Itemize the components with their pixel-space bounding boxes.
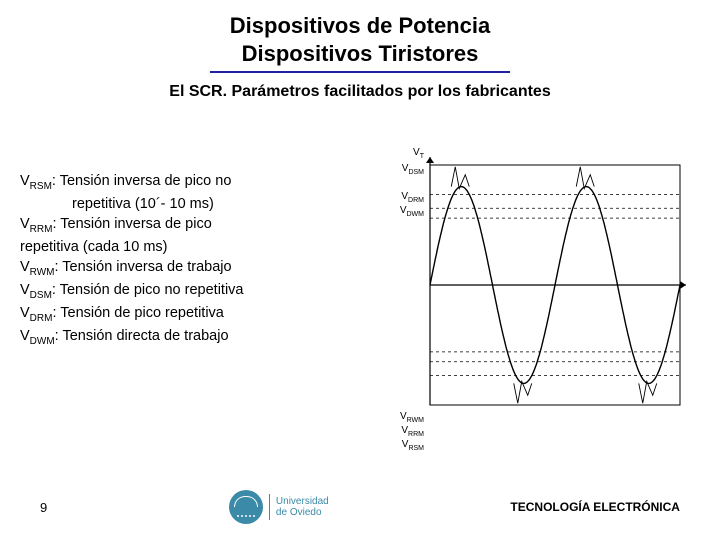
svg-text:VT: VT: [413, 147, 425, 160]
title-underline: [210, 71, 510, 73]
logo-line2: de Oviedo: [276, 507, 329, 518]
logo-text: Universidad de Oviedo: [276, 496, 329, 518]
definition-line: VDSM: Tensión de pico no repetitiva: [20, 280, 360, 303]
definition-cont: repetitiva (cada 10 ms): [20, 237, 360, 257]
logo-icon: [229, 490, 263, 524]
title-line1: Dispositivos de Potencia: [230, 13, 490, 38]
content-row: VRSM: Tensión inversa de pico norepetiti…: [0, 131, 720, 451]
svg-text:VDRM: VDRM: [401, 191, 424, 204]
title-block: Dispositivos de Potencia Dispositivos Ti…: [0, 0, 720, 73]
definition-line: VRSM: Tensión inversa de pico no: [20, 171, 360, 194]
logo-line1: Universidad: [276, 496, 329, 507]
page-title: Dispositivos de Potencia Dispositivos Ti…: [0, 12, 720, 67]
university-logo: Universidad de Oviedo: [229, 490, 329, 524]
chart-area: VT VDSM VDRMVDWM VRWMVRRMVRSM: [360, 131, 700, 451]
subtitle: El SCR. Parámetros facilitados por los f…: [0, 83, 720, 101]
definition-cont: repetitiva (10´- 10 ms): [20, 194, 360, 214]
footer-right: TECNOLOGÍA ELECTRÓNICA: [510, 500, 680, 514]
svg-text:VDSM: VDSM: [402, 163, 424, 176]
svg-text:VRWM: VRWM: [400, 411, 424, 424]
definitions-list: VRSM: Tensión inversa de pico norepetiti…: [20, 131, 360, 451]
svg-text:VRRM: VRRM: [401, 425, 424, 438]
definition-line: VDWM: Tensión directa de trabajo: [20, 326, 360, 349]
definition-line: VDRM: Tensión de pico repetitiva: [20, 303, 360, 326]
definition-line: VRWM: Tensión inversa de trabajo: [20, 257, 360, 280]
definition-line: VRRM: Tensión inversa de pico: [20, 214, 360, 237]
scr-voltage-chart: VT VDSM VDRMVDWM VRWMVRRMVRSM: [370, 131, 690, 451]
svg-text:VRSM: VRSM: [402, 439, 424, 451]
footer: 9 Universidad de Oviedo TECNOLOGÍA ELECT…: [0, 490, 720, 524]
svg-text:VDWM: VDWM: [400, 205, 424, 218]
title-line2: Dispositivos Tiristores: [242, 41, 479, 66]
page-number: 9: [40, 500, 47, 515]
logo-divider: [269, 494, 270, 520]
